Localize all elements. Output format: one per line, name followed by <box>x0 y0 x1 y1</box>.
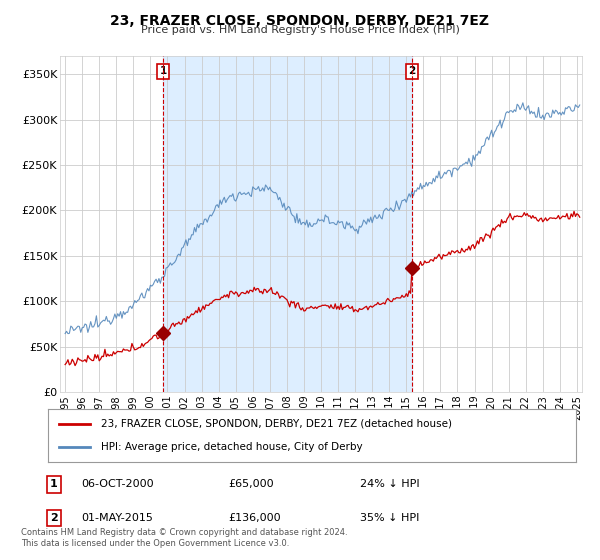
Text: 23, FRAZER CLOSE, SPONDON, DERBY, DE21 7EZ: 23, FRAZER CLOSE, SPONDON, DERBY, DE21 7… <box>110 14 490 28</box>
Text: 23, FRAZER CLOSE, SPONDON, DERBY, DE21 7EZ (detached house): 23, FRAZER CLOSE, SPONDON, DERBY, DE21 7… <box>101 419 452 429</box>
Text: £65,000: £65,000 <box>228 479 274 489</box>
Text: Price paid vs. HM Land Registry's House Price Index (HPI): Price paid vs. HM Land Registry's House … <box>140 25 460 35</box>
Text: £136,000: £136,000 <box>228 513 281 523</box>
Text: 1: 1 <box>50 479 58 489</box>
Text: HPI: Average price, detached house, City of Derby: HPI: Average price, detached house, City… <box>101 442 362 452</box>
Bar <box>163 56 412 392</box>
Text: 35% ↓ HPI: 35% ↓ HPI <box>360 513 419 523</box>
Text: 2: 2 <box>408 66 416 76</box>
Text: 01-MAY-2015: 01-MAY-2015 <box>81 513 153 523</box>
Text: 2: 2 <box>50 513 58 523</box>
Text: 1: 1 <box>160 66 167 76</box>
Text: 06-OCT-2000: 06-OCT-2000 <box>81 479 154 489</box>
Text: 24% ↓ HPI: 24% ↓ HPI <box>360 479 419 489</box>
Text: Contains HM Land Registry data © Crown copyright and database right 2024.
This d: Contains HM Land Registry data © Crown c… <box>21 528 347 548</box>
